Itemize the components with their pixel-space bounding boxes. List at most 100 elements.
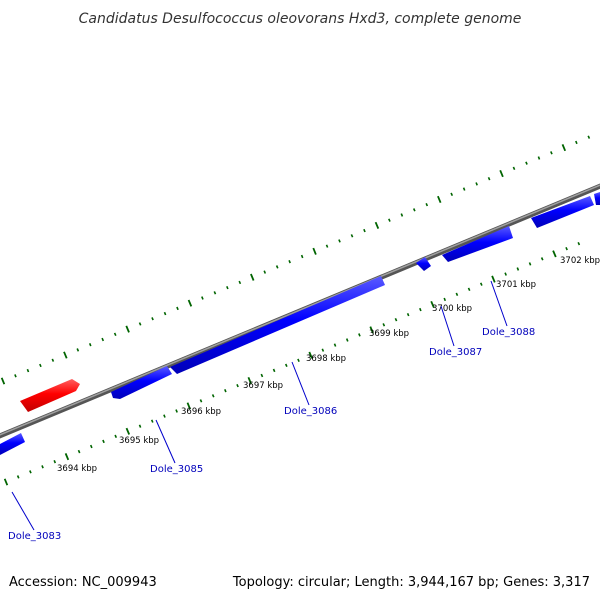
minor-tick (263, 270, 267, 274)
major-tick (186, 402, 191, 410)
gene-label-dole-3088: Dole_3088 (482, 327, 535, 338)
minor-tick (284, 363, 288, 368)
minor-tick (388, 218, 391, 222)
inner-tick-ring (3, 241, 581, 486)
minor-tick (275, 265, 279, 269)
minor-tick (565, 246, 568, 251)
gene-dole-3087 (416, 257, 431, 271)
minor-tick (113, 332, 117, 337)
gene-dole-3084 (111, 366, 172, 399)
gene-dole-3083 (0, 433, 25, 455)
gene-track (0, 192, 600, 455)
minor-tick (350, 234, 354, 238)
kbp-label: 3699 kbp (369, 329, 409, 339)
gene-label-leaders (11, 280, 508, 531)
kbp-label: 3701 kbp (496, 280, 536, 290)
minor-tick (479, 282, 483, 286)
minor-tick (226, 285, 229, 290)
minor-tick (321, 348, 325, 352)
minor-tick (363, 228, 366, 233)
minor-tick (487, 176, 491, 181)
minor-tick (338, 239, 341, 243)
minor-tick (587, 135, 591, 139)
gene-labels: Dole_3083 Dole_3085 Dole_3086 Dole_3087 … (8, 327, 535, 542)
minor-tick (288, 260, 291, 264)
major-tick (3, 478, 9, 486)
major-tick (247, 376, 252, 385)
minor-tick (211, 394, 215, 398)
gene-label-dole-3087: Dole_3087 (429, 347, 482, 358)
minor-tick (300, 254, 304, 259)
gene-label-dole-3085: Dole_3085 (150, 464, 203, 475)
minor-tick (525, 161, 528, 165)
minor-tick (224, 389, 227, 393)
minor-tick (236, 383, 239, 388)
minor-tick (201, 296, 204, 300)
minor-tick (163, 311, 167, 316)
minor-tick (419, 307, 422, 312)
minor-tick (138, 424, 142, 428)
map-title: Candidatus Desulfococcus oleovorans Hxd3… (79, 11, 522, 27)
minor-tick (101, 337, 105, 342)
kbp-label: 3694 kbp (57, 464, 97, 474)
minor-tick (102, 439, 105, 444)
minor-tick (151, 317, 154, 321)
minor-tick (455, 292, 459, 297)
genome-backbone (0, 183, 600, 439)
minor-tick (577, 241, 581, 246)
major-tick (499, 169, 504, 178)
minor-tick (238, 280, 242, 285)
kbp-label: 3697 kbp (243, 381, 283, 391)
major-tick (312, 247, 317, 255)
major-tick (369, 326, 374, 334)
minor-tick (53, 460, 57, 464)
minor-tick (358, 333, 361, 337)
minor-tick (114, 434, 118, 439)
major-tick (250, 273, 255, 281)
major-tick (561, 144, 567, 152)
minor-tick (41, 465, 44, 469)
major-tick (308, 351, 313, 359)
kbp-scale: 3694 kbp 3695 kbp 3696 kbp 3697 kbp 3698… (57, 256, 600, 474)
minor-tick (406, 312, 410, 317)
major-tick (63, 351, 68, 359)
minor-tick (76, 348, 80, 352)
minor-tick (176, 306, 179, 311)
major-tick (430, 300, 435, 309)
kbp-label: 3698 kbp (306, 354, 346, 364)
minor-tick (333, 343, 337, 347)
gene-dole-3090 (594, 192, 600, 205)
outer-tick-ring (0, 135, 591, 385)
minor-tick (272, 368, 276, 373)
minor-tick (394, 317, 398, 322)
minor-tick (14, 374, 17, 378)
minor-tick (26, 368, 30, 373)
gene-dole-3089 (531, 196, 594, 228)
gene-label-dole-3083: Dole_3083 (8, 531, 61, 542)
minor-tick (213, 291, 217, 295)
minor-tick (77, 449, 81, 454)
minor-tick (199, 399, 203, 403)
gene-dole-3088 (442, 226, 513, 262)
major-tick (0, 377, 6, 385)
minor-tick (382, 323, 386, 327)
minor-tick (512, 166, 516, 171)
minor-tick (528, 262, 532, 266)
minor-tick (537, 156, 541, 160)
minor-tick (450, 192, 454, 197)
gene-dole-3085 (170, 276, 385, 374)
major-tick (64, 453, 70, 461)
major-tick (552, 250, 557, 258)
minor-tick (425, 202, 429, 207)
minor-tick (260, 373, 264, 378)
minor-tick (39, 363, 42, 368)
minor-tick (467, 287, 471, 292)
kbp-label: 3696 kbp (181, 407, 221, 417)
minor-tick (504, 272, 507, 276)
minor-tick (575, 140, 578, 145)
kbp-label: 3700 kbp (432, 304, 472, 314)
minor-tick (475, 182, 478, 186)
minor-tick (89, 444, 93, 449)
minor-tick (516, 267, 520, 271)
minor-tick (550, 151, 553, 155)
